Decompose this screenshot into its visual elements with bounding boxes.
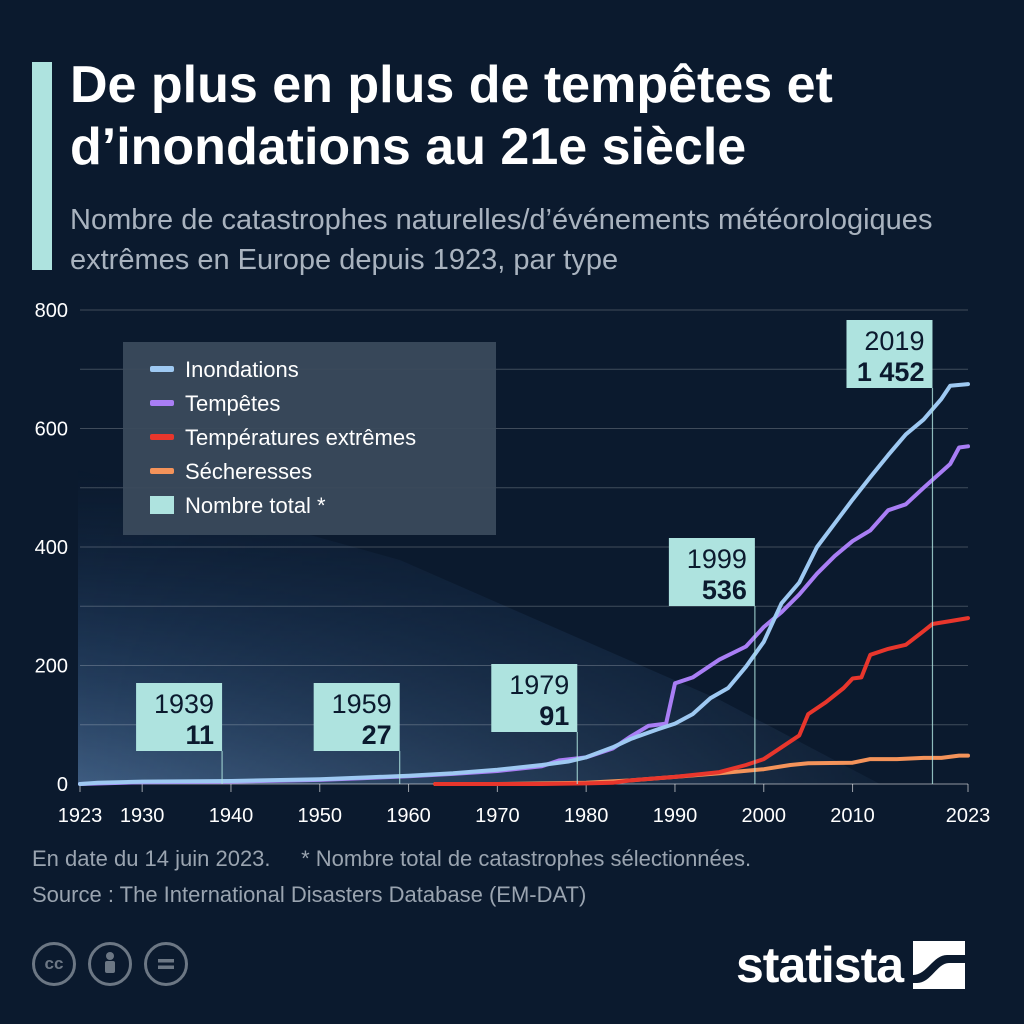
x-tick-label: 1950 <box>298 805 343 827</box>
annotation-year: 1959 <box>332 689 392 719</box>
legend-label: Inondations <box>185 357 299 382</box>
y-tick-label: 800 <box>35 300 68 322</box>
title-accent-bar <box>32 62 52 270</box>
legend-swatch <box>150 366 174 372</box>
x-tick-label: 1940 <box>209 805 254 827</box>
annotation-total: 1 452 <box>857 357 925 387</box>
legend-box <box>123 342 496 535</box>
legend-swatch <box>150 468 174 474</box>
total-note: * Nombre total de catastrophes sélection… <box>301 846 752 871</box>
background-glow <box>78 470 880 784</box>
page-subtitle: Nombre de catastrophes naturelles/d’évén… <box>70 204 933 276</box>
legend-swatch <box>150 400 174 406</box>
line-chart: 0 200 400 600 800 1923 1930 1940 1950 1960 1970 19… <box>35 300 991 827</box>
series-line <box>433 616 970 786</box>
x-tick-label: 2000 <box>742 805 787 827</box>
annotation-total: 11 <box>186 720 215 750</box>
x-tick-label: 1930 <box>120 805 165 827</box>
x-tick-label: 1923 <box>58 805 103 827</box>
source-note: Source : The International Disasters Dat… <box>32 882 587 907</box>
annotation-year: 1939 <box>154 689 214 719</box>
x-tick-label: 1980 <box>564 805 609 827</box>
legend-swatch <box>150 496 174 514</box>
legend-label: Sécheresses <box>185 459 312 484</box>
annotation-box <box>491 664 578 732</box>
logo-text: statista <box>736 937 904 993</box>
legend-swatch <box>150 434 174 440</box>
annotation-year: 2019 <box>864 326 924 356</box>
y-tick-label: 200 <box>35 656 68 678</box>
equals-icon[interactable] <box>144 942 188 986</box>
footer-note: En date du 14 juin 2023. * Nombre total … <box>32 846 751 872</box>
annotation-box <box>136 683 223 751</box>
legend-label: Nombre total * <box>185 493 326 518</box>
person-icon[interactable] <box>88 942 132 986</box>
x-tick-label: 2023 <box>946 805 991 827</box>
annotation-year: 1999 <box>687 544 747 574</box>
x-tick-label: 2010 <box>830 805 875 827</box>
annotation-year: 1979 <box>509 670 569 700</box>
legend-label: Tempêtes <box>185 391 280 416</box>
statista-wave-icon <box>913 941 966 989</box>
license-icons: cc <box>32 942 188 986</box>
page-title: De plus en plus de tempêtes et d’inondat… <box>70 56 833 176</box>
date-note: En date du 14 juin 2023. <box>32 846 271 871</box>
y-tick-label: 600 <box>35 419 68 441</box>
legend-label: Températures extrêmes <box>185 425 416 450</box>
y-tick-label: 0 <box>57 774 68 796</box>
x-tick-label: 1960 <box>386 805 431 827</box>
annotation-box <box>313 683 400 751</box>
annotation-total: 91 <box>539 701 569 731</box>
annotation-total: 536 <box>702 575 747 605</box>
annotation-box <box>846 320 933 388</box>
statista-logo[interactable]: statista <box>736 936 966 994</box>
annotation-box <box>668 538 755 606</box>
annotation-total: 27 <box>362 720 392 750</box>
x-tick-label: 1970 <box>475 805 520 827</box>
x-tick-label: 1990 <box>653 805 698 827</box>
series-line <box>78 382 970 786</box>
cc-icon[interactable]: cc <box>32 942 76 986</box>
y-tick-label: 400 <box>35 537 68 559</box>
